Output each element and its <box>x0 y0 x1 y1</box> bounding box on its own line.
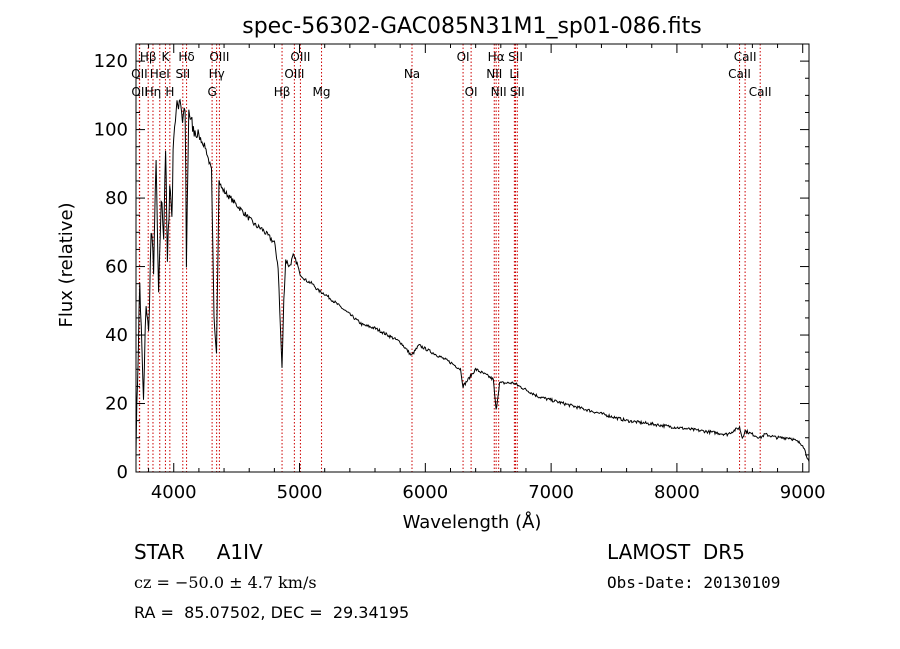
coordinates: RA = 85.07502, DEC = 29.34195 <box>134 603 410 622</box>
spectrum-line-0 <box>135 98 810 462</box>
line-marker-label-10: Hγ <box>209 67 225 81</box>
x-tick-label-9000: 9000 <box>780 482 826 503</box>
y-tick-label-80: 80 <box>105 188 128 209</box>
line-marker-label-24: SII <box>510 85 525 99</box>
line-marker-label-15: Mg <box>313 85 331 99</box>
line-marker-label-26: CaII <box>728 67 751 81</box>
line-marker-label-4: HeI <box>150 67 170 81</box>
line-marker-label-22: SII <box>508 50 523 64</box>
survey-name: LAMOST DR5 <box>607 540 745 564</box>
chart-title: spec-56302-GAC085N31M1_sp01-086.fits <box>242 14 702 39</box>
y-axis: 0 20 40 60 80 100 120 <box>94 51 809 483</box>
line-marker-label-14: Hβ <box>274 85 291 99</box>
line-marker-label-11: G <box>207 85 216 99</box>
x-tick-label-6000: 6000 <box>402 482 448 503</box>
line-marker-label-5: Hη <box>145 85 162 99</box>
line-marker-label-19: Hα <box>488 50 505 64</box>
line-marker-label-13: OIII <box>284 67 304 81</box>
line-marker-label-1: OII <box>131 67 148 81</box>
spectral-type: STAR A1IV <box>134 540 263 564</box>
line-marker-label-27: CaII <box>749 85 772 99</box>
x-tick-label-7000: 7000 <box>528 482 574 503</box>
y-tick-label-20: 20 <box>105 394 128 415</box>
spectrum-series <box>135 98 810 462</box>
line-marker-label-16: Na <box>404 67 420 81</box>
line-marker-label-25: CaII <box>734 50 757 64</box>
line-marker-label-17: OI <box>457 50 470 64</box>
x-tick-label-8000: 8000 <box>654 482 700 503</box>
y-axis-label: Flux (relative) <box>56 202 77 327</box>
x-axis-label: Wavelength (Å) <box>403 511 542 533</box>
line-marker-label-7: SII <box>175 67 190 81</box>
line-marker-label-3: K <box>161 50 170 64</box>
line-marker-label-6: Hδ <box>178 50 194 64</box>
line-marker-label-18: OI <box>465 85 478 99</box>
line-marker-label-9: OIII <box>209 50 229 64</box>
y-tick-label-60: 60 <box>105 257 128 278</box>
spectrum-plot: spec-56302-GAC085N31M1_sp01-086.fits Hβ O… <box>56 14 826 533</box>
line-marker-label-21: NII <box>491 85 507 99</box>
y-tick-label-0: 0 <box>117 462 128 483</box>
y-tick-label-100: 100 <box>94 120 128 141</box>
line-marker-label-20: NII <box>486 67 502 81</box>
observation-date: Obs-Date: 20130109 <box>607 573 781 592</box>
x-tick-label-5000: 5000 <box>277 482 323 503</box>
y-tick-label-120: 120 <box>94 51 128 72</box>
x-axis: 4000 5000 6000 7000 8000 9000 <box>148 44 826 503</box>
plot-frame <box>135 43 810 473</box>
redshift-velocity: cz = −50.0 ± 4.7 km/s <box>134 573 317 592</box>
line-marker-label-0: Hβ <box>140 50 157 64</box>
line-marker-label-12: OIII <box>290 50 310 64</box>
x-tick-label-4000: 4000 <box>151 482 197 503</box>
y-tick-label-40: 40 <box>105 325 128 346</box>
line-marker-label-23: Li <box>509 67 519 81</box>
line-marker-label-8: H <box>165 85 174 99</box>
